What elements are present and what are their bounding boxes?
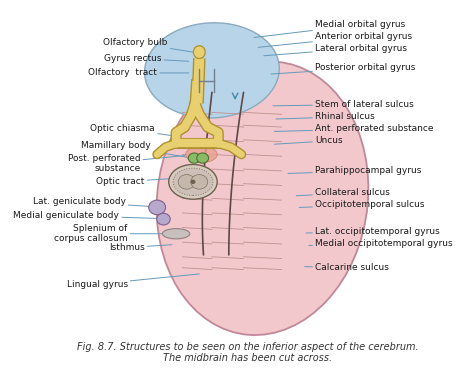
Text: Lat. geniculate body: Lat. geniculate body (33, 197, 149, 206)
Text: Collateral sulcus: Collateral sulcus (296, 188, 390, 197)
Text: Olfactory  tract: Olfactory tract (88, 68, 189, 78)
Ellipse shape (169, 164, 217, 199)
Text: Medial geniculate body: Medial geniculate body (13, 211, 156, 220)
Text: Lingual gyrus: Lingual gyrus (66, 274, 199, 289)
Ellipse shape (145, 23, 279, 118)
Text: Mamillary body: Mamillary body (81, 141, 188, 157)
Text: Lat. occipitotemporal gyrus: Lat. occipitotemporal gyrus (306, 227, 440, 236)
Text: Rhinal sulcus: Rhinal sulcus (276, 112, 375, 121)
Text: Optic chiasma: Optic chiasma (91, 124, 176, 136)
Ellipse shape (156, 62, 368, 335)
Text: Medial occipitotemporal gyrus: Medial occipitotemporal gyrus (309, 239, 453, 249)
Text: Anterior orbital gyrus: Anterior orbital gyrus (258, 32, 412, 47)
Circle shape (157, 213, 170, 225)
Text: Isthmus: Isthmus (109, 243, 172, 252)
Text: Fig. 8.7. Structures to be seen on the inferior aspect of the cerebrum.: Fig. 8.7. Structures to be seen on the i… (77, 342, 419, 352)
Text: Post. perforated
substance: Post. perforated substance (68, 154, 184, 173)
Text: Medial orbital gyrus: Medial orbital gyrus (254, 20, 405, 37)
Text: Stem of lateral sulcus: Stem of lateral sulcus (273, 100, 414, 109)
Ellipse shape (173, 168, 213, 196)
Text: Ant. perforated substance: Ant. perforated substance (274, 124, 434, 133)
Ellipse shape (193, 46, 205, 59)
Text: The midbrain has been cut across.: The midbrain has been cut across. (163, 353, 332, 363)
Ellipse shape (163, 229, 190, 239)
Circle shape (197, 153, 209, 163)
Ellipse shape (186, 146, 217, 162)
Text: Olfactory bulb: Olfactory bulb (103, 39, 193, 52)
Text: Optic tract: Optic tract (96, 177, 178, 186)
Text: Uncus: Uncus (274, 137, 343, 145)
Text: Splenium of
corpus callosum: Splenium of corpus callosum (54, 224, 163, 243)
Circle shape (178, 174, 195, 189)
Circle shape (191, 180, 195, 184)
Text: Lateral orbital gyrus: Lateral orbital gyrus (264, 44, 407, 56)
Text: Gyrus rectus: Gyrus rectus (104, 54, 189, 63)
Text: Occipitotemporal sulcus: Occipitotemporal sulcus (299, 200, 425, 209)
Circle shape (191, 174, 208, 189)
Text: Posterior orbital gyrus: Posterior orbital gyrus (271, 63, 416, 74)
Text: Parahippocampal gyrus: Parahippocampal gyrus (288, 166, 421, 175)
Text: Calcarine sulcus: Calcarine sulcus (305, 263, 389, 272)
Circle shape (149, 200, 165, 215)
Circle shape (188, 153, 200, 163)
